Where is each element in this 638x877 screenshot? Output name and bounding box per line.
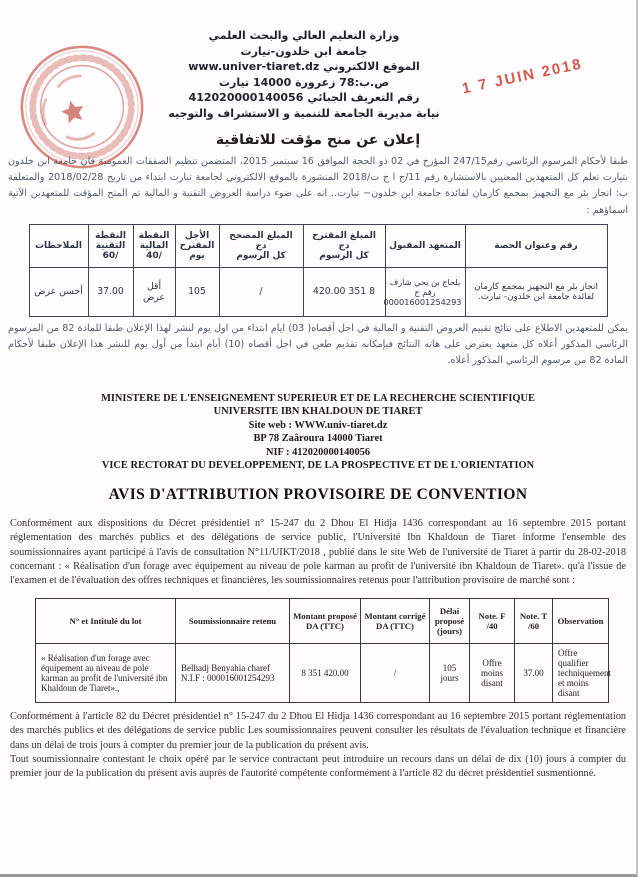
- french-intro-paragraph: Conformément aux dispositions du Décret …: [10, 517, 626, 587]
- letterhead-university: جامعة ابن خلدون-تيارت: [240, 44, 368, 58]
- cell-corrected-amount: /: [218, 266, 304, 317]
- fr-letterhead-university: UNIVERSITE IBN KHALDOUN DE TIARET: [213, 406, 423, 418]
- cell-proposed-amount: 8 351 420.00: [302, 266, 386, 317]
- arabic-table-header-row: رقم وعنوان الحصة المتعهد المقبول المبلغ …: [28, 223, 608, 268]
- cell-financial-note: أقل عرض: [132, 266, 176, 317]
- fr-cell-observation: Offre qualifier techniquement et moins d…: [552, 642, 611, 703]
- col-technical-note: النقطة التقنية /60: [87, 223, 134, 268]
- letterhead-vice-rectorate: نيابة مديرية الجامعة للتنمية و الاستشراف…: [168, 107, 440, 121]
- french-table-data-row: « Réalisation d'un forage avec équipemen…: [35, 642, 611, 703]
- fr-col-retained-bidder: Soumissionnaire retenu: [175, 597, 290, 644]
- col-proposed-amount: المبلغ المقترح دج كل الرسوم: [302, 223, 386, 268]
- fr-cell-financial-note: Offre moins disant: [469, 642, 515, 703]
- col-proposed-delay: الأجل المقترح يوم: [174, 223, 220, 268]
- fr-cell-technical-note: 37.00: [514, 642, 553, 703]
- cell-accepted-bidder: بلحاج بن يحي شارف رقم ج 000016001254293: [383, 266, 466, 317]
- fr-col-corrected-amount: Montant corrigé DA (TTC): [360, 597, 430, 644]
- french-award-table: N° et Intitulé du lot Soumissionnaire re…: [35, 597, 611, 703]
- letterhead-ministry: وزارة التعليم العالي والبحث العلمي: [208, 29, 400, 42]
- arabic-title: إعلان عن منح مؤقت للاتفاقية: [215, 131, 421, 148]
- fr-cell-proposed-amount: 8 351 420.00: [289, 642, 361, 703]
- letterhead-website: الموقع الالكتروني www.univer-tiaret.dz: [188, 60, 420, 74]
- col-lot-title: رقم وعنوان الحصة: [464, 223, 608, 268]
- arabic-appeal-paragraph: يمكن للمتعهدين الاطلاع على نتائج تقييم ا…: [8, 322, 629, 367]
- fr-col-financial-note: Note. F /40: [469, 597, 515, 644]
- fr-cell-lot-title: « Réalisation d'un forage avec équipemen…: [35, 642, 176, 703]
- col-accepted-bidder: المتعهد المقبول: [384, 223, 466, 268]
- french-appeal-paragraph: Tout soumissionnaire contestant le choix…: [10, 754, 626, 780]
- fr-letterhead-nif: NIF : 412020000140056: [265, 446, 371, 458]
- arabic-award-table: رقم وعنوان الحصة المتعهد المقبول المبلغ …: [28, 223, 608, 317]
- fr-letterhead-address: BP 78 Zaâroura 14000 Tiaret: [253, 433, 383, 445]
- col-financial-note: النقطة المالية /40: [132, 223, 176, 268]
- fr-cell-corrected-amount: /: [360, 642, 430, 703]
- fr-letterhead-ministry: MINISTERE DE L'ENSEIGNEMENT SUPERIEUR ET…: [101, 392, 535, 404]
- french-table-header-row: N° et Intitulé du lot Soumissionnaire re…: [35, 597, 609, 644]
- fr-col-lot-title: N° et Intitulé du lot: [35, 597, 176, 644]
- fr-letterhead-vice-rectorate: VICE RECTORAT DU DEVELOPPEMENT, DE LA PR…: [101, 460, 535, 472]
- cell-remarks: أحسن عرض: [28, 266, 89, 317]
- arabic-table-data-row: انجاز بئر مع التجهيز بمجمع كارمان لفائدة…: [28, 266, 608, 317]
- fr-col-technical-note: Note. T /60: [514, 597, 553, 644]
- col-remarks: الملاحظات: [28, 223, 89, 268]
- letterhead-nif: رقم التعريف الجبائي 412020000140056: [188, 91, 420, 105]
- cell-proposed-delay: 105: [174, 266, 220, 317]
- fr-cell-proposed-delay: 105 jours: [429, 642, 470, 703]
- french-results-paragraph: Conformément à l'article 82 du Décret pr…: [10, 710, 626, 751]
- french-title: AVIS D'ATTRIBUTION PROVISOIRE DE CONVENT…: [108, 485, 528, 503]
- letterhead-address: ص.ب:78 زعرورة 14000 تيارت: [218, 75, 389, 89]
- fr-col-proposed-amount: Montant proposé DA (TTC): [289, 597, 361, 644]
- cell-lot-title: انجاز بئر مع التجهيز بمجمع كارمان لفائدة…: [464, 266, 608, 317]
- col-corrected-amount: المبلغ المصحح دج كل الرسوم: [218, 223, 304, 268]
- fr-letterhead-website: Site web : WWW.univ-tiaret.dz: [248, 419, 388, 431]
- arabic-intro-paragraph: طبقا لأحكام المرسوم الرئاسي رقم247/15 ال…: [8, 155, 628, 216]
- fr-cell-retained-bidder: Belhadj Benyahia charef N.I.F : 00001600…: [175, 642, 290, 703]
- fr-col-proposed-delay: Délai proposé (jours): [429, 597, 470, 644]
- arabic-letterhead: وزارة التعليم العالي والبحث العلمي جامعة…: [94, 28, 514, 122]
- cell-technical-note: 37.00: [87, 266, 134, 317]
- french-letterhead: MINISTERE DE L'ENSEIGNEMENT SUPERIEUR ET…: [0, 392, 636, 473]
- fr-col-observation: Observation: [552, 597, 609, 644]
